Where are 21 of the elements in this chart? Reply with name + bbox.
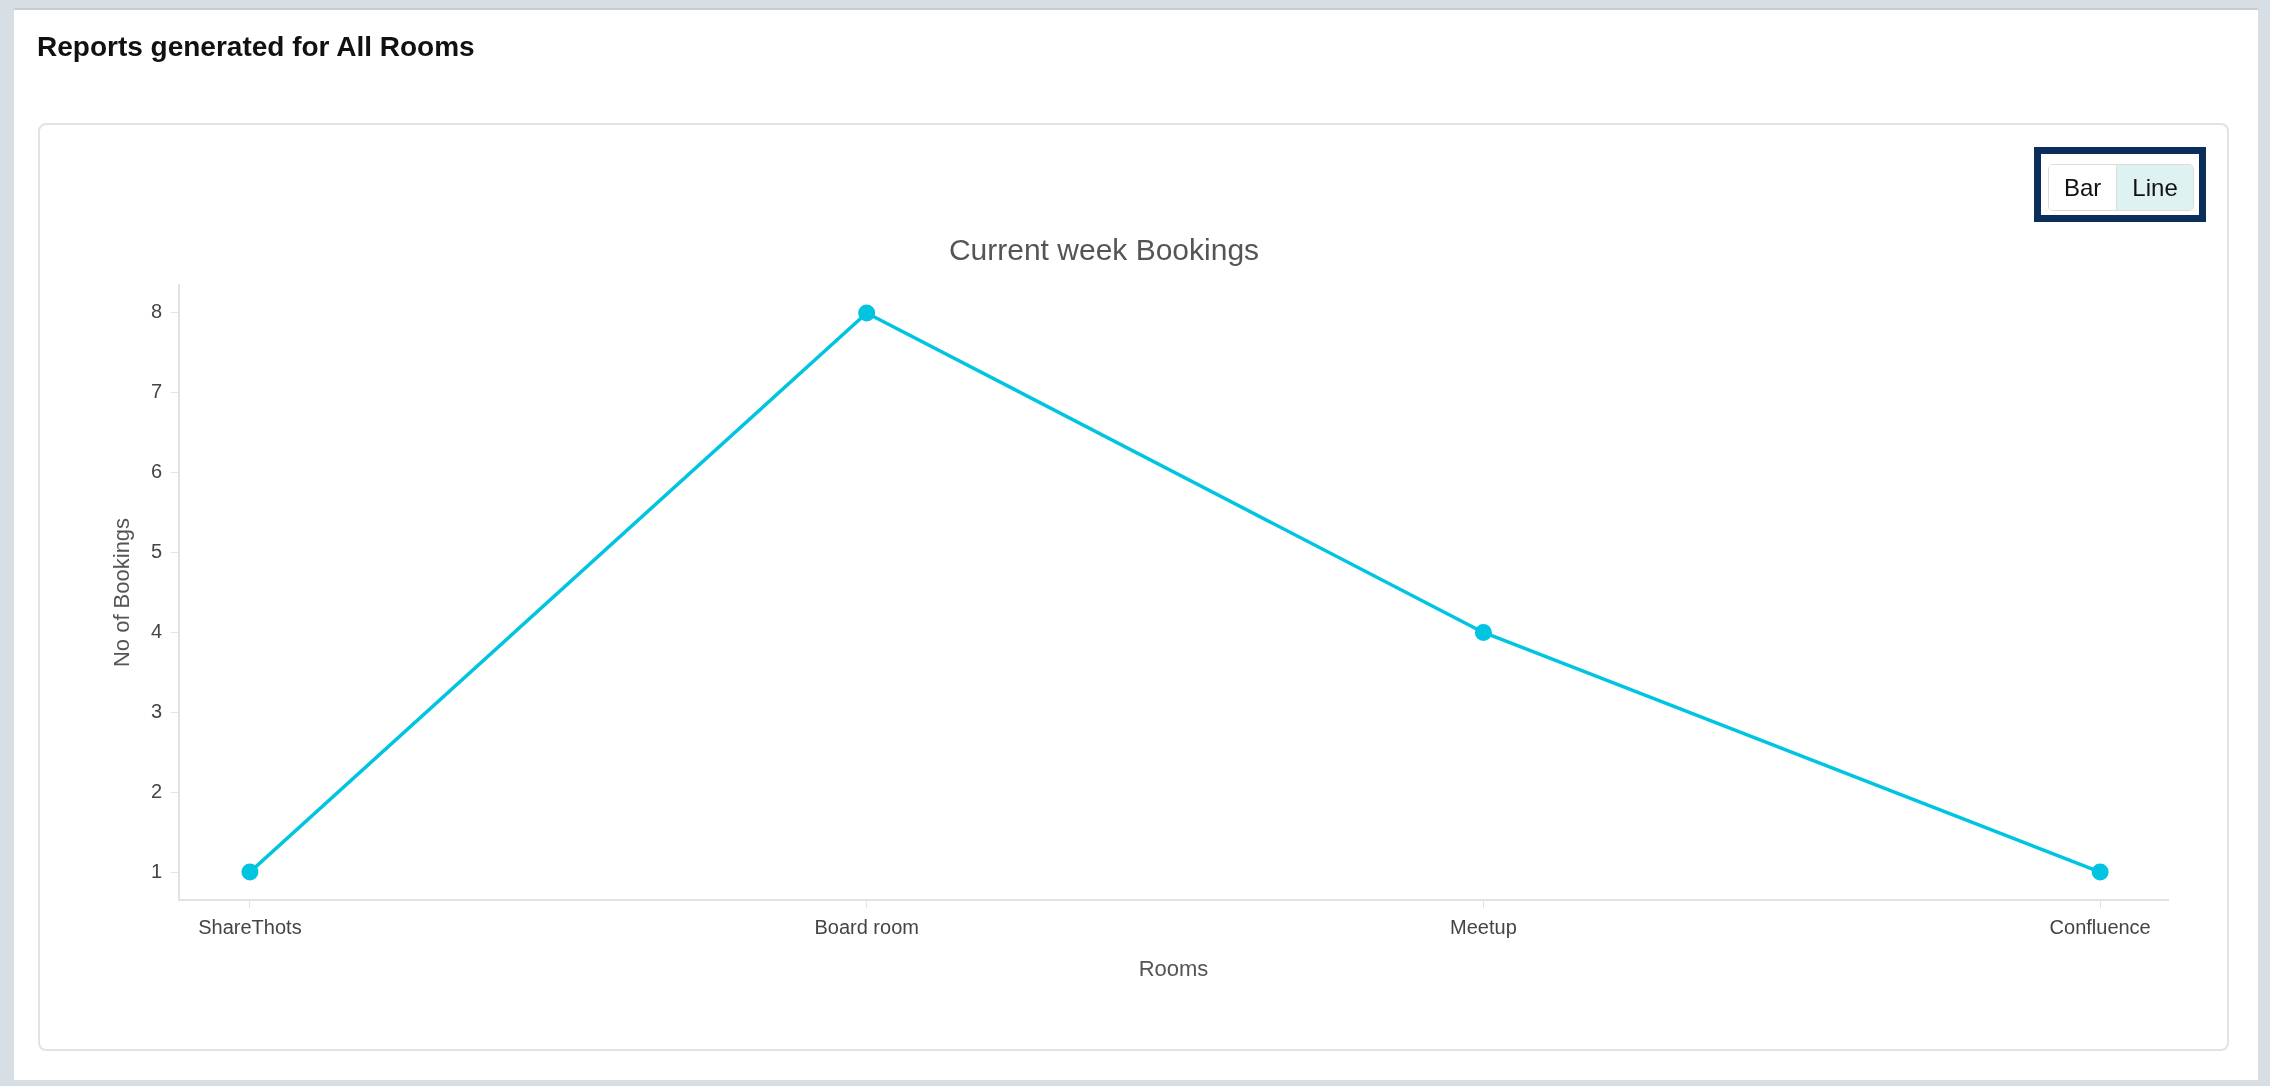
chart-subtitle: Current week Bookings (948, 233, 1260, 267)
y-tick-label: 4 (150, 619, 162, 642)
x-axis-title: Rooms (1138, 955, 1209, 981)
x-tick-label: Board room (814, 915, 919, 938)
y-tick-label: 2 (150, 779, 162, 802)
x-tick-label: Meetup (1450, 915, 1517, 938)
x-tick-label: ShareThots (198, 915, 302, 938)
y-tick-label: 6 (150, 460, 162, 483)
y-tick-label: 3 (150, 699, 162, 722)
point (858, 304, 876, 322)
y-axis-title: No of Bookings (109, 517, 135, 668)
point (241, 863, 259, 881)
y-tick-label: 1 (150, 859, 162, 882)
chart-title: Reports generated for All Rooms (37, 30, 475, 64)
y-tick-label: 8 (150, 300, 162, 323)
point (2091, 863, 2109, 881)
y-tick-label: 7 (150, 380, 162, 403)
point (1474, 623, 1492, 641)
y-tick-label: 5 (150, 540, 162, 563)
toggle-button[interactable]: Line (2116, 165, 2193, 210)
x-tick-label: Confluence (2049, 915, 2151, 938)
